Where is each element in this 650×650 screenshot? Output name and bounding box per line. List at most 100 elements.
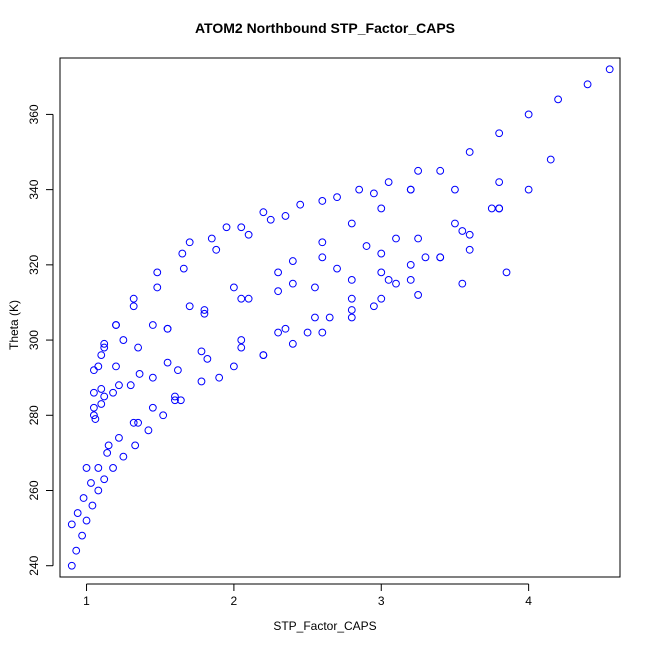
data-point <box>605 65 614 74</box>
data-point <box>229 283 238 292</box>
series-10 <box>82 279 400 472</box>
data-point <box>197 377 206 386</box>
data-point <box>237 343 246 352</box>
data-point <box>97 385 106 393</box>
data-point <box>583 80 592 89</box>
data-point <box>112 321 120 329</box>
data-point <box>129 418 138 427</box>
data-point <box>281 324 290 333</box>
data-point <box>131 441 140 450</box>
data-point <box>73 509 82 517</box>
data-point <box>274 287 283 296</box>
data-point <box>406 275 415 284</box>
data-point <box>495 204 504 213</box>
data-point <box>222 223 231 232</box>
data-point <box>119 336 128 344</box>
data-point <box>129 294 138 303</box>
data-point <box>288 339 297 348</box>
data-point <box>244 294 253 303</box>
data-point <box>333 264 341 273</box>
data-point <box>288 279 297 288</box>
plot-frame <box>59 57 621 578</box>
data-point <box>318 238 327 247</box>
data-point <box>414 234 423 243</box>
data-point <box>303 328 312 337</box>
data-point <box>311 283 319 292</box>
data-point <box>311 313 319 322</box>
data-point <box>178 249 187 258</box>
data-point <box>318 328 327 337</box>
series-11 <box>163 245 474 333</box>
data-point <box>325 313 334 322</box>
data-point <box>495 129 504 138</box>
data-point <box>406 185 415 194</box>
data-point <box>451 185 459 194</box>
data-point <box>144 426 153 435</box>
data-point <box>185 238 194 247</box>
data-point <box>288 257 297 265</box>
data-point <box>237 294 246 303</box>
data-point <box>369 189 378 198</box>
data-point <box>94 486 103 495</box>
data-point <box>129 302 138 311</box>
data-point <box>94 362 103 371</box>
data-point <box>369 302 378 311</box>
data-point <box>100 392 109 401</box>
data-point <box>244 230 253 239</box>
data-point <box>436 166 445 175</box>
data-point <box>554 95 563 104</box>
data-point <box>384 178 393 187</box>
data-point <box>318 197 327 205</box>
data-point <box>89 366 98 375</box>
data-point <box>134 343 143 352</box>
data-point <box>355 185 364 194</box>
series-3 <box>89 166 423 397</box>
series-2 <box>67 204 504 529</box>
data-point <box>296 200 305 209</box>
data-point <box>153 268 162 277</box>
data-point <box>176 396 185 405</box>
data-point <box>274 268 283 277</box>
data-point <box>67 520 76 529</box>
data-point <box>465 245 474 254</box>
data-point <box>333 193 341 202</box>
series-12 <box>185 178 504 247</box>
data-point <box>414 291 423 299</box>
data-point <box>406 260 415 269</box>
data-point <box>347 313 356 322</box>
y-tick-label: 360 <box>27 104 41 124</box>
data-point <box>347 275 356 284</box>
data-point <box>458 279 467 288</box>
series-1 <box>67 396 185 570</box>
data-point <box>91 415 100 423</box>
series-4 <box>89 155 555 420</box>
data-point <box>259 351 268 360</box>
data-point <box>377 249 386 258</box>
data-point <box>148 403 157 412</box>
series-9 <box>288 65 614 265</box>
data-point <box>72 546 81 555</box>
x-tick-label: 2 <box>231 594 238 608</box>
y-tick-label: 340 <box>27 179 41 199</box>
data-point <box>148 373 157 382</box>
data-point <box>179 264 188 273</box>
data-point <box>78 531 87 540</box>
data-point <box>524 185 533 194</box>
x-tick-label: 3 <box>378 594 385 608</box>
data-point <box>100 475 109 484</box>
series-5 <box>91 204 504 423</box>
data-point <box>115 381 123 390</box>
data-point <box>97 351 106 360</box>
data-point <box>215 373 224 382</box>
data-point <box>163 358 172 367</box>
y-axis-label: Theta (K) <box>7 299 21 351</box>
data-point <box>546 155 555 164</box>
data-point <box>100 343 109 352</box>
data-point <box>266 215 275 224</box>
data-point <box>173 366 182 375</box>
x-tick-label: 4 <box>525 594 532 608</box>
data-point <box>495 178 504 187</box>
data-point <box>159 411 168 420</box>
